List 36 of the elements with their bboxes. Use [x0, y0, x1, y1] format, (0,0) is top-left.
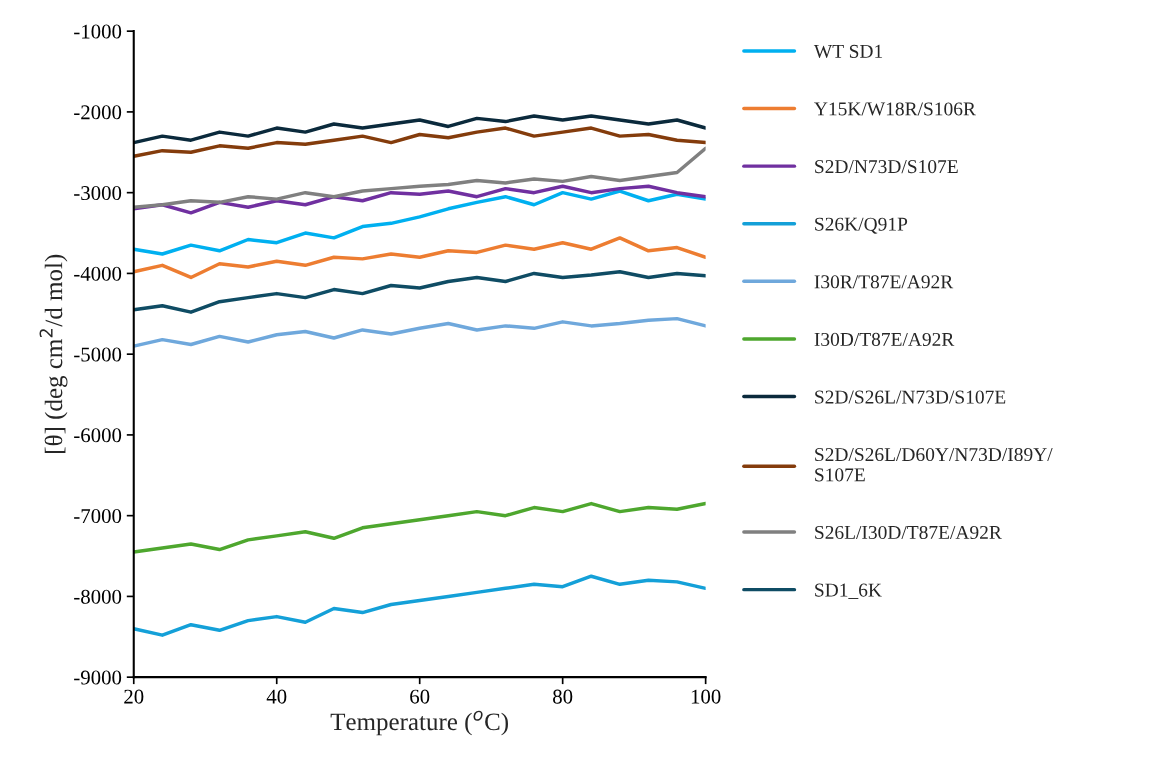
x-tick-label: 60 [410, 689, 430, 704]
y-tick-label: -8000 [74, 589, 122, 604]
y-tick-label: -2000 [74, 105, 122, 120]
line-series [133, 270, 706, 314]
legend-label: S26L/I30D/T87E/A92R [815, 525, 1002, 540]
legend-label: S26K/Q91P [815, 217, 908, 234]
y-tick-label: -1000 [74, 24, 122, 39]
x-tick-label: 100 [691, 689, 721, 704]
legend-label: I30R/T87E/A92R [814, 275, 954, 289]
y-tick-label: -6000 [74, 428, 122, 443]
y-tick-label: -3000 [74, 186, 122, 201]
legend-label: S2D/S26L/D60Y/N73D/I89Y/ S107E [815, 447, 1053, 482]
x-tick-label: 80 [553, 689, 573, 704]
legend-label: S2D/N73D/S107E [815, 160, 958, 174]
y-tick-label: -9000 [74, 670, 122, 685]
line-series [133, 184, 706, 215]
y-tick-label: -4000 [74, 266, 122, 281]
legend-label: Y15K/W18R/S106R [814, 102, 976, 116]
legend-label: I30D/T87E/A92R [814, 332, 955, 346]
legend-label: S2D/S26L/N73D/S107E [815, 390, 1006, 404]
line-series [133, 189, 706, 256]
line-series [133, 146, 706, 209]
x-tick-label: 40 [266, 689, 287, 704]
legend-label: SD1_6K [815, 583, 882, 599]
y-tick-label: -5000 [74, 347, 122, 362]
y-axis-title: [θ] (deg cm$^{2}$/d mol) [39, 254, 68, 453]
line-series [133, 574, 706, 637]
legend-label: WT SD1 [813, 44, 883, 59]
x-axis-title: Temperature ($^{o}$C) [330, 710, 508, 736]
line-series [133, 114, 706, 145]
x-tick-label: 20 [124, 689, 144, 704]
line-series [133, 236, 706, 280]
line-series [133, 501, 706, 554]
line-series [133, 316, 706, 348]
y-tick-label: -7000 [74, 509, 122, 524]
line-series [133, 126, 706, 159]
